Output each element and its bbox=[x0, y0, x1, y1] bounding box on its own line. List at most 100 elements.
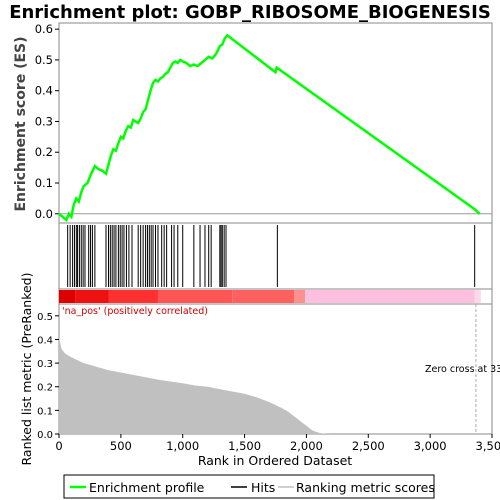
x-tick-label: 1,000 bbox=[166, 439, 199, 453]
enrichment-profile-point bbox=[68, 213, 70, 215]
es-y-tick-label: 0.1 bbox=[35, 176, 53, 190]
heat-bar-segment bbox=[474, 290, 481, 303]
enrichment-profile-point bbox=[196, 65, 199, 67]
es-panel: 0.0 0.1 0.2 0.3 0.4 0.5 0.6 Enrichment score (… bbox=[13, 22, 493, 224]
metric-y-tick-label: 0.4 bbox=[37, 335, 53, 346]
metric-y-tick-label: 0.3 bbox=[37, 359, 53, 370]
heat-bar-segment bbox=[75, 290, 109, 303]
metric-x-axis: 0 500 1,000 1,500 2,000 2,500 3,000 3,500 bbox=[55, 434, 500, 453]
enrichment-profile-point bbox=[90, 173, 92, 175]
metric-y-tick-label: 0.5 bbox=[37, 312, 53, 323]
enrichment-profile-point bbox=[140, 117, 142, 119]
heat-bar-segment bbox=[59, 290, 76, 303]
enrichment-profile-point bbox=[135, 120, 137, 123]
enrichment-profile-point bbox=[162, 76, 164, 78]
chart-title: Enrichment plot: GOBP_RIBOSOME_BIOGENESI… bbox=[9, 2, 491, 23]
enrichment-profile-point bbox=[174, 60, 176, 63]
enrichment-profile-point bbox=[179, 59, 181, 61]
enrichment-profile-point bbox=[226, 34, 228, 36]
metric-panel: 0.0 0.1 0.2 0.3 0.4 0.5 0 500 1,000 1,500 2,000 2,… bbox=[19, 273, 500, 468]
heat-bar-segment bbox=[305, 290, 475, 303]
enrichment-profile-point bbox=[122, 137, 124, 139]
enrichment-profile-point bbox=[177, 62, 179, 64]
es-y-tick-label: 0.3 bbox=[35, 114, 53, 128]
rank-heat-bar bbox=[58, 288, 493, 305]
enrichment-profile-point bbox=[182, 60, 184, 63]
enrichment-profile-point bbox=[127, 125, 129, 127]
enrichment-profile-point bbox=[193, 63, 195, 66]
enrichment-profile-point bbox=[152, 82, 154, 84]
hits-panel bbox=[58, 222, 493, 290]
enrichment-profile-point bbox=[78, 200, 80, 203]
enrichment-profile-point bbox=[211, 57, 214, 59]
enrichment-profile-point bbox=[105, 173, 107, 175]
enrichment-profile-point bbox=[147, 99, 149, 101]
enrichment-profile-point bbox=[274, 71, 277, 73]
metric-y-tick-label: 0.2 bbox=[37, 383, 53, 394]
enrichment-profile-point bbox=[189, 65, 191, 67]
heat-bar-segment bbox=[294, 290, 306, 303]
enrichment-profile-point bbox=[107, 163, 110, 166]
enrichment-profile-point bbox=[172, 62, 174, 64]
enrichment-profile-point bbox=[157, 80, 159, 83]
enrichment-profile-point bbox=[97, 168, 100, 170]
enrichment-profile-point bbox=[474, 208, 476, 210]
legend: Enrichment profile Hits Ranking metric s… bbox=[63, 474, 435, 499]
metric-y-tick-label: 0.1 bbox=[37, 406, 53, 417]
enrichment-profile-point bbox=[224, 37, 226, 39]
enrichment-profile-point bbox=[159, 77, 162, 79]
enrichment-profile-point bbox=[169, 67, 171, 69]
heat-bar-segment bbox=[108, 290, 158, 303]
legend-label-hits: Hits bbox=[251, 480, 275, 495]
enrichment-profile-point bbox=[75, 197, 77, 199]
enrichment-profile-point bbox=[221, 43, 223, 46]
enrichment-profile-point bbox=[112, 148, 115, 150]
enrichment-profile-point bbox=[115, 150, 117, 152]
enrichment-profile-point bbox=[145, 108, 147, 110]
enrichment-profile-point bbox=[80, 191, 82, 193]
legend-label-profile: Enrichment profile bbox=[89, 480, 205, 495]
es-y-tick-label: 0.4 bbox=[35, 84, 53, 98]
es-plot-area bbox=[58, 22, 493, 224]
x-tick-label: 0 bbox=[55, 439, 62, 453]
es-y-tick-label: 0.0 bbox=[35, 207, 53, 221]
enrichment-profile-point bbox=[65, 219, 68, 221]
enrichment-profile-point bbox=[130, 127, 132, 129]
enrichment-profile-point bbox=[208, 56, 210, 58]
zero-cross-note: Zero cross at 3370 bbox=[425, 364, 500, 375]
enrichment-profile-point bbox=[73, 203, 75, 206]
x-axis-label: Rank in Ordered Dataset bbox=[198, 453, 352, 468]
enrichment-profile-point bbox=[137, 122, 139, 124]
x-tick-label: 2,000 bbox=[290, 439, 323, 453]
enrichment-profile-point bbox=[86, 182, 89, 184]
enrichment-profile-point bbox=[94, 165, 96, 167]
positive-correlation-note: 'na_pos' (positively correlated) bbox=[62, 306, 208, 317]
heat-bar-segment bbox=[157, 290, 233, 303]
enrichment-profile-point bbox=[164, 73, 166, 75]
enrichment-profile-points bbox=[58, 34, 481, 221]
x-tick-label: 3,500 bbox=[476, 439, 500, 453]
es-y-tick-label: 0.6 bbox=[35, 22, 53, 36]
heat-bar-segment bbox=[232, 290, 295, 303]
x-tick-label: 1,500 bbox=[228, 439, 261, 453]
enrichment-profile-point bbox=[154, 79, 157, 81]
enrichment-profile-point bbox=[149, 90, 152, 92]
enrichment-profile-point bbox=[479, 213, 481, 215]
legend-box bbox=[63, 474, 435, 499]
enrichment-profile-point bbox=[142, 111, 144, 113]
enrichment-profile-point bbox=[204, 59, 206, 61]
enrichment-profile-point bbox=[83, 185, 85, 187]
enrichment-profile-point bbox=[132, 119, 134, 121]
enrichment-profile-point bbox=[58, 213, 60, 215]
enrichment-profile-point bbox=[215, 53, 217, 55]
enrichment-profile-point bbox=[120, 136, 122, 138]
heat-bar-segments bbox=[59, 290, 481, 303]
enrichment-profile-point bbox=[70, 216, 72, 218]
x-tick-label: 2,500 bbox=[352, 439, 385, 453]
es-y-axis: 0.0 0.1 0.2 0.3 0.4 0.5 0.6 bbox=[35, 22, 59, 221]
enrichment-profile-point bbox=[276, 67, 278, 69]
enrichment-profile-point bbox=[117, 142, 119, 144]
enrichment-profile-point bbox=[110, 154, 112, 156]
